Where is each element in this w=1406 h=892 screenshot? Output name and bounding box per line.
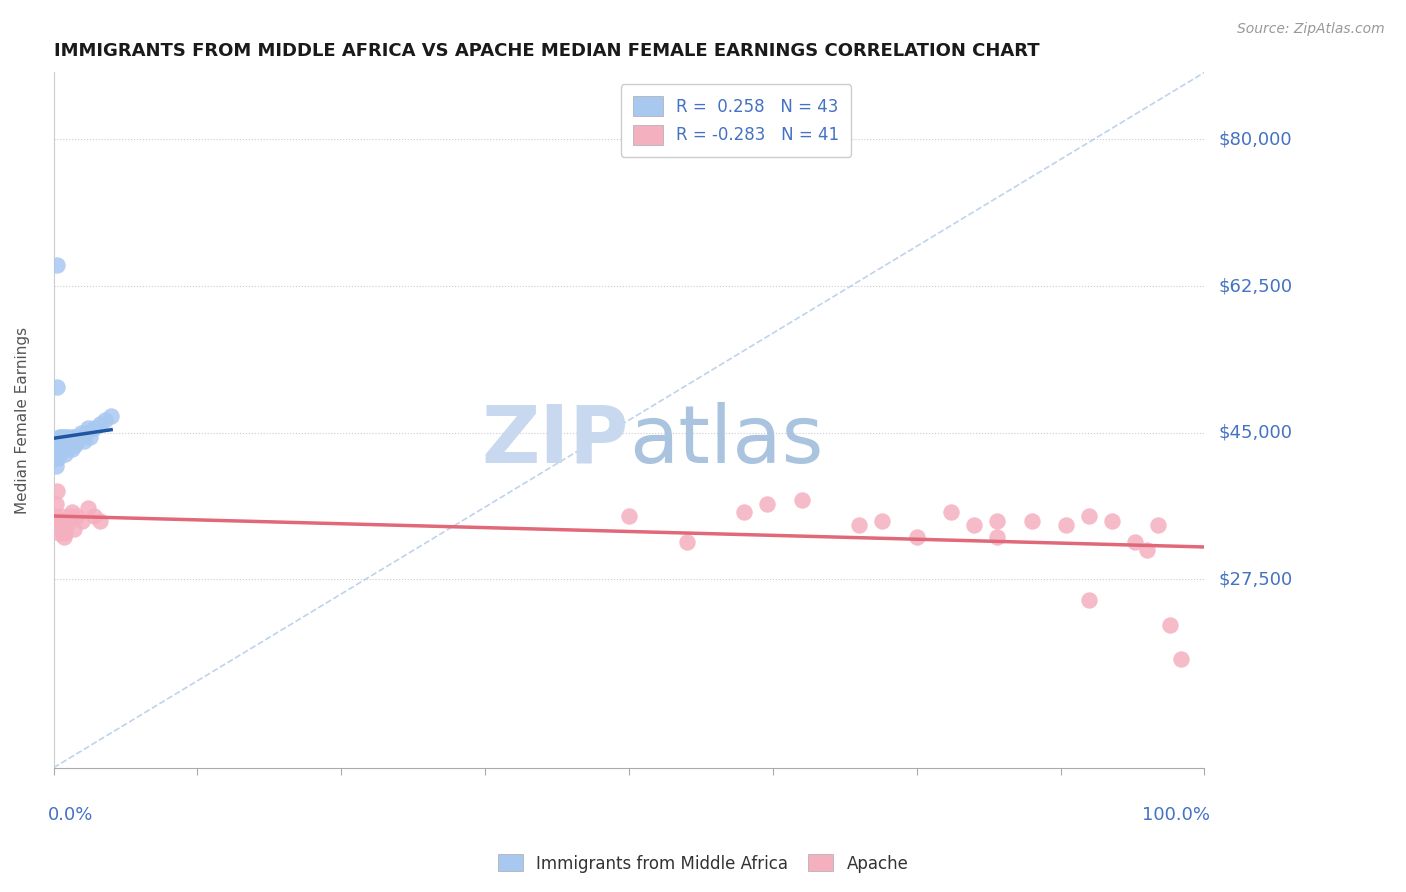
Point: [53, 446, 76, 460]
Point: [79, 430, 101, 444]
Point: [49, 442, 72, 457]
Point: [75, 425, 97, 440]
Point: [52, 526, 75, 541]
Point: [963, 517, 986, 532]
Point: [45, 434, 67, 448]
Point: [617, 509, 640, 524]
Point: [986, 514, 1008, 528]
Point: [51, 434, 73, 448]
Point: [55, 430, 77, 444]
Point: [733, 505, 755, 519]
Point: [77, 501, 100, 516]
Point: [53, 526, 76, 541]
Point: [1159, 618, 1181, 632]
Point: [62, 434, 84, 448]
Point: [63, 430, 86, 444]
Point: [1101, 514, 1123, 528]
Point: [77, 421, 100, 435]
Point: [1125, 534, 1147, 549]
Point: [848, 517, 870, 532]
Point: [48, 526, 70, 541]
Point: [46, 434, 69, 448]
Point: [941, 505, 963, 519]
Point: [44, 450, 66, 465]
Point: [46, 484, 69, 499]
Text: Source: ZipAtlas.com: Source: ZipAtlas.com: [1237, 22, 1385, 37]
Point: [66, 434, 89, 448]
Point: [70, 425, 93, 440]
Point: [94, 413, 117, 427]
Point: [1136, 542, 1159, 557]
Point: [51, 438, 73, 452]
Point: [56, 430, 79, 444]
Point: [49, 430, 72, 444]
Point: [1078, 593, 1101, 607]
Point: [1021, 514, 1043, 528]
Point: [59, 438, 82, 452]
Point: [52, 438, 75, 452]
Point: [45, 497, 67, 511]
Point: [65, 438, 87, 452]
Text: $27,500: $27,500: [1219, 570, 1292, 588]
Point: [60, 505, 83, 519]
Point: [905, 530, 928, 544]
Point: [59, 430, 82, 444]
Point: [53, 434, 76, 448]
Text: atlas: atlas: [628, 402, 824, 480]
Point: [46, 450, 69, 465]
Point: [1054, 517, 1077, 532]
Point: [56, 442, 79, 457]
Y-axis label: Median Female Earnings: Median Female Earnings: [15, 326, 30, 514]
Legend: R =  0.258   N = 43, R = -0.283   N = 41: R = 0.258 N = 43, R = -0.283 N = 41: [621, 84, 851, 157]
Point: [49, 509, 72, 524]
Point: [52, 434, 75, 448]
Point: [51, 514, 73, 528]
Point: [89, 514, 111, 528]
Point: [1170, 652, 1192, 666]
Point: [66, 509, 89, 524]
Point: [46, 379, 69, 393]
Point: [790, 492, 813, 507]
Point: [100, 409, 122, 423]
Point: [46, 258, 69, 272]
Point: [675, 534, 697, 549]
Point: [89, 417, 111, 432]
Point: [52, 430, 75, 444]
Point: [46, 517, 69, 532]
Text: $45,000: $45,000: [1219, 424, 1292, 442]
Point: [52, 442, 75, 457]
Point: [55, 438, 77, 452]
Text: $62,500: $62,500: [1219, 277, 1292, 295]
Text: $80,000: $80,000: [1219, 130, 1292, 148]
Legend: Immigrants from Middle Africa, Apache: Immigrants from Middle Africa, Apache: [491, 847, 915, 880]
Point: [870, 514, 893, 528]
Point: [45, 459, 67, 474]
Point: [72, 434, 94, 448]
Text: 0.0%: 0.0%: [48, 806, 93, 824]
Point: [83, 509, 105, 524]
Text: 100.0%: 100.0%: [1142, 806, 1211, 824]
Point: [63, 522, 86, 536]
Text: IMMIGRANTS FROM MIDDLE AFRICA VS APACHE MEDIAN FEMALE EARNINGS CORRELATION CHART: IMMIGRANTS FROM MIDDLE AFRICA VS APACHE …: [53, 42, 1039, 60]
Point: [986, 530, 1008, 544]
Point: [52, 442, 75, 457]
Point: [46, 438, 69, 452]
Point: [56, 517, 79, 532]
Point: [48, 430, 70, 444]
Point: [83, 421, 105, 435]
Point: [60, 442, 83, 457]
Point: [67, 430, 90, 444]
Text: ZIP: ZIP: [482, 402, 628, 480]
Point: [1147, 517, 1170, 532]
Point: [72, 514, 94, 528]
Point: [48, 442, 70, 457]
Point: [756, 497, 779, 511]
Point: [44, 509, 66, 524]
Point: [1078, 509, 1101, 524]
Point: [58, 434, 80, 448]
Point: [52, 530, 75, 544]
Point: [59, 509, 82, 524]
